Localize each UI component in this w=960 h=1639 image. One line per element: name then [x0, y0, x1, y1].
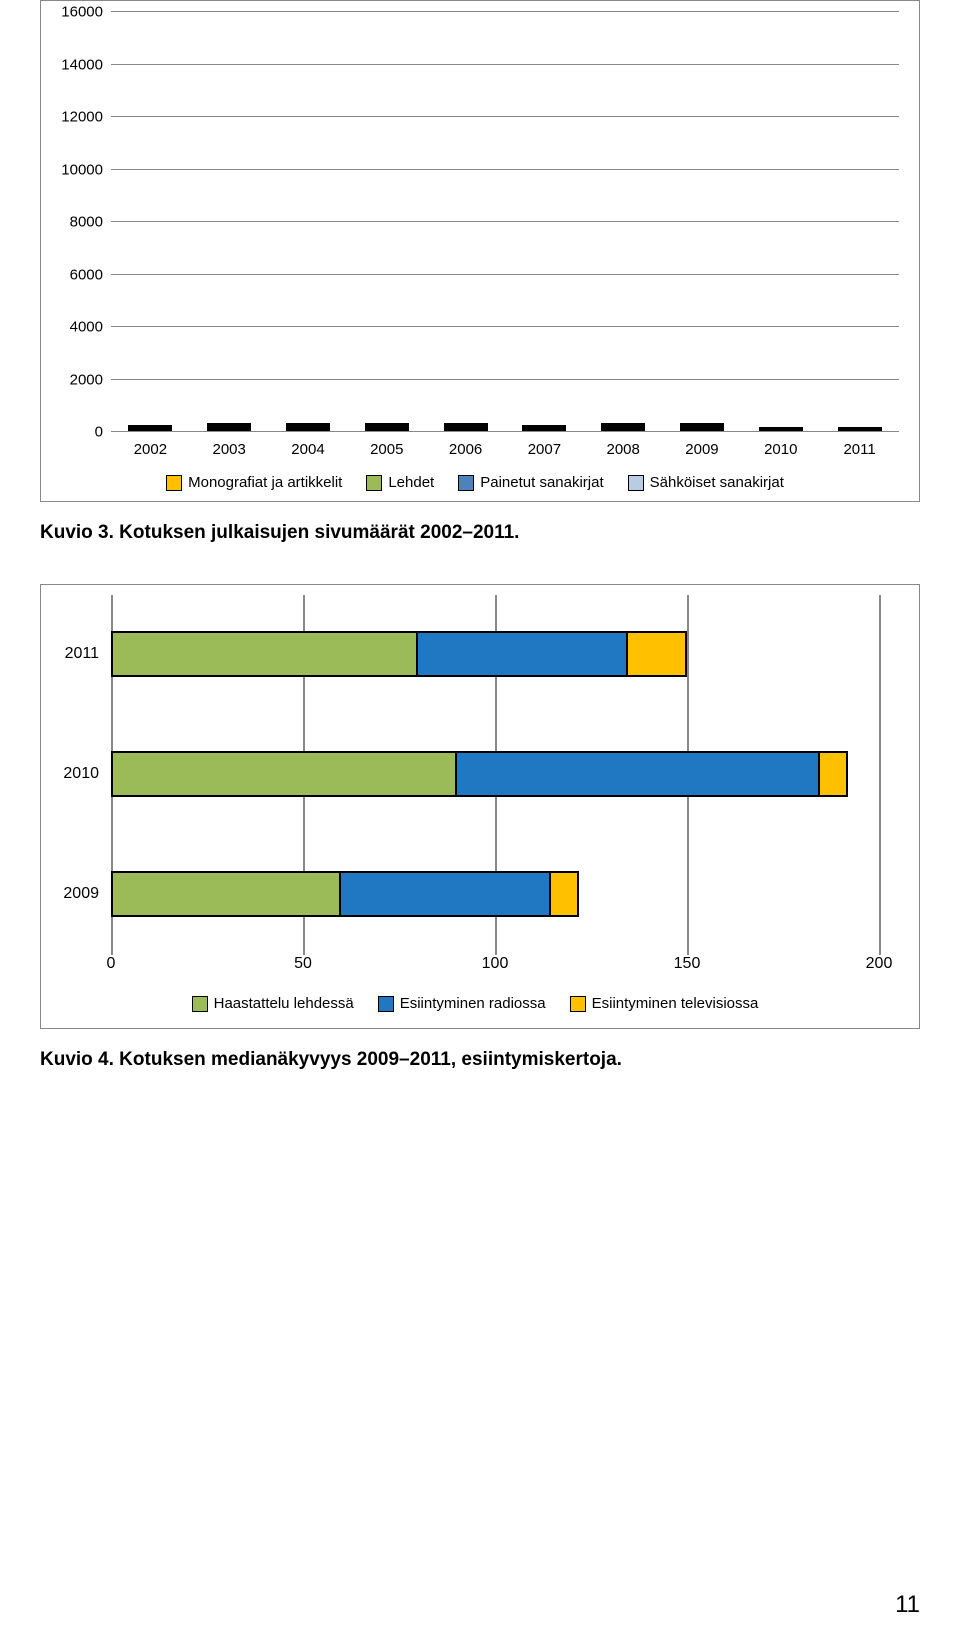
legend-item: Monografiat ja artikkelit: [166, 474, 342, 491]
legend-item: Esiintyminen radiossa: [378, 995, 546, 1012]
chart-a-column: [426, 11, 505, 431]
chart-b-x-label: 0: [107, 955, 116, 973]
chart-a-x-label: 2009: [663, 441, 742, 458]
chart-a-segment: [680, 429, 724, 431]
chart-a-column: [505, 11, 584, 431]
chart-b-x-label: 50: [294, 955, 312, 973]
chart-a-x-label: 2005: [347, 441, 426, 458]
chart-a-column: [269, 11, 348, 431]
chart-a-x-axis: 2002200320042005200620072008200920102011: [111, 441, 899, 458]
chart-b-legend: Haastattelu lehdessä Esiintyminen radioss…: [51, 995, 899, 1012]
legend-label: Haastattelu lehdessä: [214, 995, 354, 1012]
legend-item: Painetut sanakirjat: [458, 474, 603, 491]
legend-swatch: [570, 996, 586, 1012]
chart-a-x-label: 2006: [426, 441, 505, 458]
legend-label: Esiintyminen televisiossa: [592, 995, 759, 1012]
chart-a-column: [820, 11, 899, 431]
chart-a-plot: 0200040006000800010000120001400016000: [111, 11, 899, 431]
chart-b-row: 2011: [111, 595, 879, 714]
chart-b-x-label: 100: [482, 955, 509, 973]
chart-a-column: [190, 11, 269, 431]
chart-b-y-label: 2010: [63, 765, 99, 783]
chart-a-segment: [444, 429, 488, 431]
chart-a-y-label: 10000: [61, 161, 103, 178]
chart-b-segment: [113, 753, 457, 795]
chart-a-x-label: 2008: [584, 441, 663, 458]
chart-b-row: 2010: [111, 715, 879, 834]
chart-b-stack: [111, 871, 579, 917]
chart-a-container: 0200040006000800010000120001400016000 20…: [40, 0, 920, 502]
chart-b-stack: [111, 751, 848, 797]
chart-b-caption: Kuvio 4. Kotuksen medianäkyvyys 2009–201…: [40, 1049, 920, 1071]
legend-item: Esiintyminen televisiossa: [570, 995, 759, 1012]
legend-swatch: [628, 475, 644, 491]
legend-swatch: [366, 475, 382, 491]
chart-a-segment: [286, 429, 330, 431]
chart-a-column: [663, 11, 742, 431]
chart-a-caption: Kuvio 3. Kotuksen julkaisujen sivumäärät…: [40, 522, 920, 544]
chart-a-y-label: 2000: [70, 371, 103, 388]
chart-a-x-label: 2011: [820, 441, 899, 458]
chart-a-legend: Monografiat ja artikkelit Lehdet Painetut …: [51, 474, 899, 491]
chart-b-row: 2009: [111, 835, 879, 954]
legend-item: Sähköiset sanakirjat: [628, 474, 784, 491]
chart-a-column: [584, 11, 663, 431]
chart-b-segment: [113, 873, 341, 915]
chart-a-y-label: 0: [95, 424, 103, 441]
chart-a-column: [347, 11, 426, 431]
chart-b-segment: [551, 873, 578, 915]
legend-swatch: [166, 475, 182, 491]
legend-swatch: [378, 996, 394, 1012]
chart-a-x-label: 2010: [741, 441, 820, 458]
chart-a-y-label: 8000: [70, 214, 103, 231]
legend-label: Esiintyminen radiossa: [400, 995, 546, 1012]
chart-a-gridline: 0: [111, 431, 899, 432]
page-number: 11: [0, 1591, 920, 1619]
chart-a-segment: [601, 429, 645, 431]
chart-a-segment: [759, 429, 803, 431]
chart-b-segment: [628, 633, 685, 675]
chart-b-x-label: 200: [866, 955, 893, 973]
chart-b-x-label: 150: [674, 955, 701, 973]
chart-a-segment: [838, 429, 882, 431]
chart-b-container: 201120102009 050100150200 Haastattelu le…: [40, 584, 920, 1029]
chart-b-plot: 201120102009: [111, 595, 879, 955]
legend-label: Painetut sanakirjat: [480, 474, 603, 491]
legend-label: Monografiat ja artikkelit: [188, 474, 342, 491]
legend-item: Haastattelu lehdessä: [192, 995, 354, 1012]
chart-a-x-label: 2002: [111, 441, 190, 458]
legend-swatch: [192, 996, 208, 1012]
chart-a-x-label: 2004: [269, 441, 348, 458]
chart-a-segment: [207, 429, 251, 431]
chart-a-segment: [365, 429, 409, 431]
chart-a-x-label: 2007: [505, 441, 584, 458]
chart-a-y-label: 14000: [61, 56, 103, 73]
legend-label: Sähköiset sanakirjat: [650, 474, 784, 491]
legend-label: Lehdet: [388, 474, 434, 491]
chart-a-column: [741, 11, 820, 431]
legend-item: Lehdet: [366, 474, 434, 491]
legend-swatch: [458, 475, 474, 491]
chart-b-gridline: [879, 595, 881, 955]
chart-b-y-label: 2009: [63, 885, 99, 903]
chart-a-y-label: 12000: [61, 109, 103, 126]
chart-b-segment: [820, 753, 847, 795]
chart-b-segment: [457, 753, 820, 795]
chart-b-y-label: 2011: [65, 645, 99, 663]
chart-a-y-label: 4000: [70, 319, 103, 336]
chart-b-x-axis: 050100150200: [111, 955, 879, 979]
chart-b-stack: [111, 631, 687, 677]
chart-b-segment: [341, 873, 550, 915]
chart-b-segment: [113, 633, 418, 675]
chart-a-y-label: 6000: [70, 266, 103, 283]
chart-a-x-label: 2003: [190, 441, 269, 458]
chart-b-segment: [418, 633, 628, 675]
chart-a-y-label: 16000: [61, 4, 103, 21]
chart-a-segment: [522, 429, 566, 431]
chart-a-column: [111, 11, 190, 431]
chart-a-segment: [128, 429, 172, 431]
